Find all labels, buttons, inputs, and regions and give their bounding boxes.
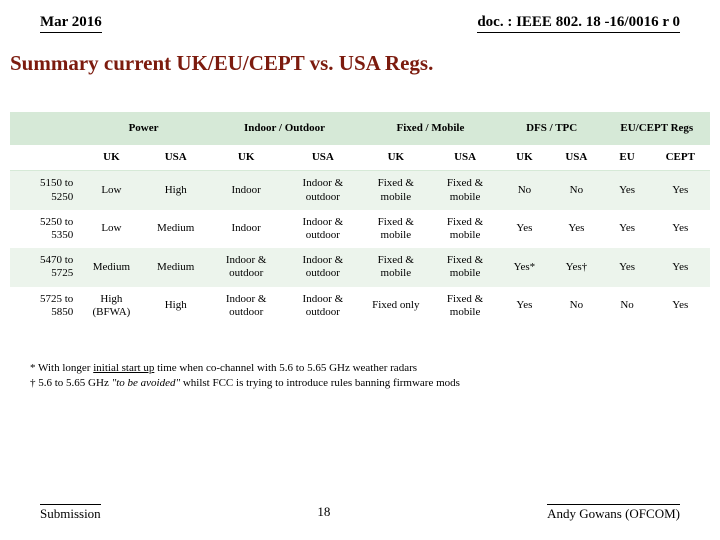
cell: Fixed & mobile bbox=[430, 248, 499, 286]
corner-cell bbox=[10, 112, 79, 145]
cell: Fixed & mobile bbox=[430, 210, 499, 248]
cell: Medium bbox=[144, 248, 208, 286]
cell: Indoor & outdoor bbox=[285, 287, 362, 325]
cell: Fixed & mobile bbox=[361, 171, 430, 210]
cell: Yes* bbox=[500, 248, 549, 286]
cell: Indoor & outdoor bbox=[208, 248, 285, 286]
cell: Indoor bbox=[208, 210, 285, 248]
cell: Yes bbox=[651, 248, 710, 286]
subcol: USA bbox=[144, 145, 208, 171]
freq-range: 5150 to 5250 bbox=[10, 171, 79, 210]
cell: Indoor & outdoor bbox=[285, 210, 362, 248]
footnote-text: † 5.6 to 5.65 GHz bbox=[30, 377, 112, 389]
slide-footer: Submission 18 Andy Gowans (OFCOM) bbox=[0, 504, 720, 522]
cell: Fixed & mobile bbox=[430, 287, 499, 325]
footnote-text: * With longer bbox=[30, 362, 93, 374]
slide-header: Mar 2016 doc. : IEEE 802. 18 -16/0016 r … bbox=[0, 0, 720, 35]
freq-range: 5725 to 5850 bbox=[10, 287, 79, 325]
footer-left: Submission bbox=[40, 504, 101, 522]
cell: Medium bbox=[79, 248, 143, 286]
cell: Indoor & outdoor bbox=[208, 287, 285, 325]
slide-title: Summary current UK/EU/CEPT vs. USA Regs. bbox=[0, 35, 720, 76]
freq-range: 5470 to 5725 bbox=[10, 248, 79, 286]
cell: Yes† bbox=[549, 248, 603, 286]
table-row: 5150 to 5250 Low High Indoor Indoor & ou… bbox=[10, 171, 710, 210]
col-group-io: Indoor / Outdoor bbox=[208, 112, 361, 145]
sub-blank bbox=[10, 145, 79, 171]
table-container: Power Indoor / Outdoor Fixed / Mobile DF… bbox=[0, 76, 720, 325]
footnote-text: time when co-channel with 5.6 to 5.65 GH… bbox=[154, 362, 417, 374]
cell: No bbox=[549, 287, 603, 325]
cell: Fixed only bbox=[361, 287, 430, 325]
cell: Yes bbox=[500, 287, 549, 325]
subcol: UK bbox=[79, 145, 143, 171]
cell: Indoor & outdoor bbox=[285, 171, 362, 210]
cell: Yes bbox=[651, 171, 710, 210]
footnote-a: * With longer initial start up time when… bbox=[30, 361, 700, 376]
cell: High bbox=[144, 287, 208, 325]
cell: Yes bbox=[500, 210, 549, 248]
cell: Fixed & mobile bbox=[361, 248, 430, 286]
cell: Yes bbox=[604, 210, 651, 248]
header-doc: doc. : IEEE 802. 18 -16/0016 r 0 bbox=[477, 14, 680, 33]
cell: Low bbox=[79, 210, 143, 248]
table-row: 5725 to 5850 High (BFWA) High Indoor & o… bbox=[10, 287, 710, 325]
cell: Yes bbox=[651, 287, 710, 325]
table-body: 5150 to 5250 Low High Indoor Indoor & ou… bbox=[10, 171, 710, 325]
cell: Fixed & mobile bbox=[430, 171, 499, 210]
col-group-eu: EU/CEPT Regs bbox=[604, 112, 710, 145]
footnote-text: whilst FCC is trying to introduce rules … bbox=[180, 377, 460, 389]
col-group-power: Power bbox=[79, 112, 208, 145]
footnote-underline: initial start up bbox=[93, 362, 154, 374]
regs-table: Power Indoor / Outdoor Fixed / Mobile DF… bbox=[10, 112, 710, 325]
footnotes: * With longer initial start up time when… bbox=[0, 325, 720, 392]
cell: Yes bbox=[604, 171, 651, 210]
footer-author: Andy Gowans (OFCOM) bbox=[547, 504, 680, 522]
cell: Yes bbox=[549, 210, 603, 248]
subcol: CEPT bbox=[651, 145, 710, 171]
cell: Indoor & outdoor bbox=[285, 248, 362, 286]
sub-header-row: UK USA UK USA UK USA UK USA EU CEPT bbox=[10, 145, 710, 171]
group-header-row: Power Indoor / Outdoor Fixed / Mobile DF… bbox=[10, 112, 710, 145]
footer-page: 18 bbox=[317, 504, 330, 522]
cell: High (BFWA) bbox=[79, 287, 143, 325]
col-group-fm: Fixed / Mobile bbox=[361, 112, 500, 145]
subcol: EU bbox=[604, 145, 651, 171]
cell: High bbox=[144, 171, 208, 210]
subcol: UK bbox=[208, 145, 285, 171]
footnote-italic: "to be avoided" bbox=[112, 377, 181, 389]
subcol: USA bbox=[285, 145, 362, 171]
cell: Fixed & mobile bbox=[361, 210, 430, 248]
cell: No bbox=[500, 171, 549, 210]
subcol: USA bbox=[549, 145, 603, 171]
header-date: Mar 2016 bbox=[40, 14, 102, 33]
footnote-b: † 5.6 to 5.65 GHz "to be avoided" whilst… bbox=[30, 376, 700, 391]
cell: Yes bbox=[651, 210, 710, 248]
cell: Low bbox=[79, 171, 143, 210]
subcol: UK bbox=[500, 145, 549, 171]
subcol: UK bbox=[361, 145, 430, 171]
freq-range: 5250 to 5350 bbox=[10, 210, 79, 248]
cell: No bbox=[549, 171, 603, 210]
cell: No bbox=[604, 287, 651, 325]
cell: Indoor bbox=[208, 171, 285, 210]
col-group-dfs: DFS / TPC bbox=[500, 112, 604, 145]
table-row: 5470 to 5725 Medium Medium Indoor & outd… bbox=[10, 248, 710, 286]
cell: Yes bbox=[604, 248, 651, 286]
cell: Medium bbox=[144, 210, 208, 248]
table-row: 5250 to 5350 Low Medium Indoor Indoor & … bbox=[10, 210, 710, 248]
subcol: USA bbox=[430, 145, 499, 171]
